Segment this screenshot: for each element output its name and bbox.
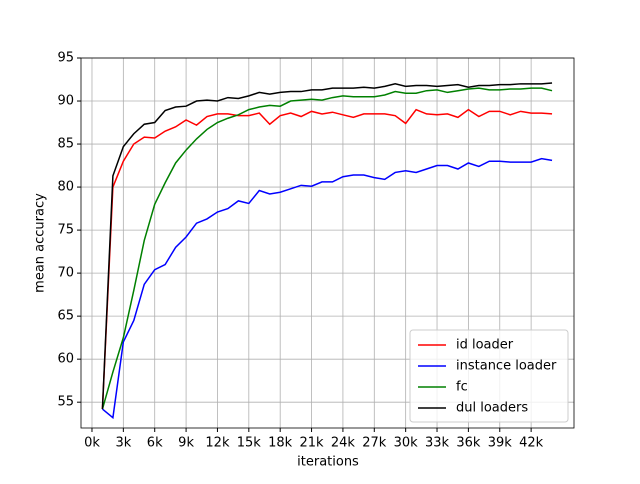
y-tick-label: 60	[57, 352, 74, 367]
x-tick-label: 33k	[425, 436, 450, 451]
x-tick-label: 12k	[205, 436, 230, 451]
legend-box	[409, 329, 569, 423]
legend-label: fc	[456, 380, 468, 395]
x-tick-label: 42k	[519, 436, 544, 451]
y-tick-label: 65	[57, 309, 74, 324]
x-tick-label: 15k	[237, 436, 262, 451]
x-tick-label: 21k	[300, 436, 325, 451]
y-tick-label: 90	[57, 94, 74, 109]
line-series	[101, 82, 553, 410]
x-tick-label: 24k	[331, 436, 356, 451]
x-axis-label: iterations	[297, 455, 359, 470]
y-tick-label: 70	[57, 266, 74, 281]
y-tick-label: 55	[57, 395, 74, 410]
legend-label: instance loader	[456, 359, 557, 374]
x-tick-label: 6k	[147, 436, 163, 451]
x-tick-label: 30k	[394, 436, 419, 451]
legend-label: dul loaders	[456, 401, 528, 416]
y-tick-label: 85	[57, 137, 74, 152]
x-tick-label: 36k	[456, 436, 481, 451]
plot-frame	[80, 57, 575, 429]
line-series	[101, 108, 553, 410]
line-series	[101, 87, 553, 410]
y-tick-label: 80	[57, 180, 74, 195]
y-tick-label: 95	[57, 51, 74, 66]
x-tick-label: 0k	[84, 436, 100, 451]
legend-label: id loader	[456, 338, 514, 353]
line-series	[101, 157, 553, 420]
y-tick-label: 75	[57, 223, 74, 238]
x-tick-label: 27k	[362, 436, 387, 451]
y-axis-label: mean accuracy	[33, 193, 48, 293]
x-tick-label: 9k	[178, 436, 194, 451]
x-tick-label: 3k	[115, 436, 131, 451]
x-tick-label: 18k	[268, 436, 293, 451]
x-tick-label: 39k	[488, 436, 513, 451]
